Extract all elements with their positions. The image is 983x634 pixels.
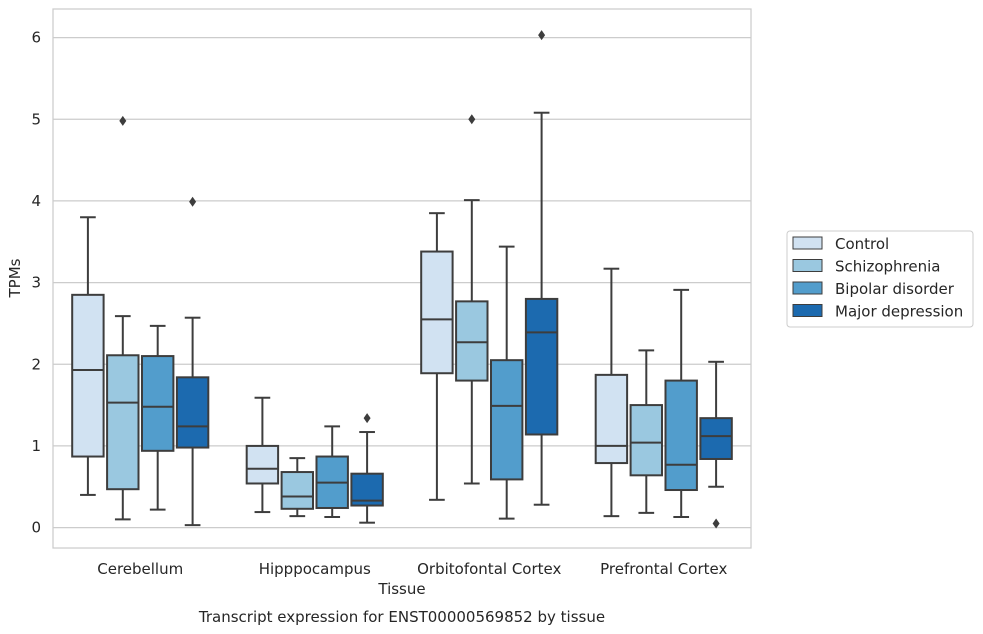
box-iqr xyxy=(664,379,698,492)
x-tick-label: Cerebellum xyxy=(97,560,183,578)
y-tick-label: 4 xyxy=(31,192,41,210)
y-tick-label: 6 xyxy=(31,29,41,47)
x-tick-label: Prefrontal Cortex xyxy=(600,560,727,578)
box xyxy=(245,396,280,514)
plot-frame xyxy=(52,8,752,549)
box xyxy=(350,413,384,524)
box xyxy=(664,288,698,518)
box-iqr xyxy=(140,355,175,452)
box-iqr xyxy=(594,373,629,465)
box xyxy=(629,349,664,514)
box-iqr xyxy=(420,250,454,375)
box-groups xyxy=(71,30,733,529)
box-iqr xyxy=(455,300,489,382)
box-iqr xyxy=(280,471,315,510)
y-axis-label: TPMs xyxy=(6,258,24,298)
x-tick-labels: Cerebellum Hipppocampus Orbitofontal Corte… xyxy=(97,560,727,578)
y-tick-label: 3 xyxy=(31,274,41,292)
box xyxy=(489,245,524,520)
box xyxy=(106,115,140,521)
box xyxy=(140,324,175,511)
y-tick-label: 0 xyxy=(31,519,41,537)
outlier-point xyxy=(119,115,127,126)
legend-label: Bipolar disorder xyxy=(835,280,955,298)
legend-label: Major depression xyxy=(835,303,963,321)
box xyxy=(71,216,105,496)
box-iqr xyxy=(106,354,140,491)
legend-swatch xyxy=(792,304,823,317)
legend: Control Schizophrenia Bipolar disorder Majo… xyxy=(786,230,974,328)
box xyxy=(175,196,210,527)
chart-caption: Transcript expression for ENST0000056985… xyxy=(198,608,605,626)
legend-label: Control xyxy=(835,235,889,253)
outlier-point xyxy=(189,196,197,207)
legend-swatch xyxy=(792,236,823,250)
box xyxy=(420,212,454,501)
y-tick-labels: 0 1 2 3 4 5 6 xyxy=(31,29,41,537)
x-tick-label: Hipppocampus xyxy=(259,560,371,578)
y-tick-label: 5 xyxy=(31,110,41,128)
outlier-point xyxy=(468,114,476,125)
outlier-point xyxy=(363,413,371,424)
legend-swatch xyxy=(792,259,823,272)
box-iqr xyxy=(245,444,280,485)
box-iqr xyxy=(175,376,210,449)
legend-frame xyxy=(786,230,974,328)
box xyxy=(455,114,489,485)
legend-label: Schizophrenia xyxy=(835,258,940,276)
x-tick-label: Orbitofontal Cortex xyxy=(417,560,561,578)
box xyxy=(315,425,349,518)
y-tick-label: 2 xyxy=(31,355,41,373)
box xyxy=(524,30,559,506)
x-axis-label: Tissue xyxy=(377,580,425,598)
box-iqr xyxy=(524,297,559,436)
box xyxy=(280,457,315,518)
box xyxy=(594,267,629,518)
box-iqr xyxy=(699,417,733,460)
outlier-point xyxy=(712,518,720,529)
legend-swatch xyxy=(792,281,823,295)
box xyxy=(699,360,733,529)
box-iqr xyxy=(629,404,664,477)
box-iqr xyxy=(71,293,105,458)
box-iqr xyxy=(489,359,524,481)
outlier-point xyxy=(538,30,546,41)
y-tick-label: 1 xyxy=(31,437,41,455)
